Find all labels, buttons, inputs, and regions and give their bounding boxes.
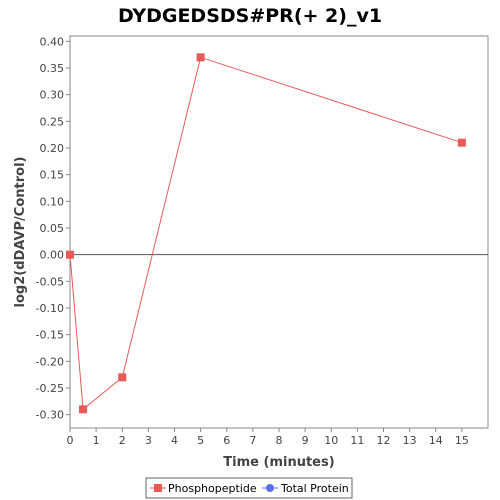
y-tick-label: 0.00 [40, 249, 65, 262]
y-tick-label: 0.35 [40, 62, 65, 75]
y-tick-label: -0.05 [36, 275, 64, 288]
series-layer [66, 53, 466, 414]
y-tick-label: 0.15 [40, 169, 65, 182]
x-tick-label: 5 [197, 434, 204, 447]
y-tick-label: 0.40 [40, 35, 65, 48]
chart-title: DYDGEDSDS#PR(+ 2)_v1 [118, 5, 382, 27]
y-tick-label: -0.10 [36, 302, 64, 315]
x-tick-label: 13 [403, 434, 417, 447]
y-tick-label: 0.25 [40, 115, 65, 128]
legend-frame [145, 477, 353, 499]
legend-total-protein-label: Total Protein [280, 482, 349, 495]
x-tick-label: 0 [67, 434, 74, 447]
y-tick-label: 0.30 [40, 89, 65, 102]
plot-area [69, 35, 489, 429]
y-tick-label: -0.25 [36, 382, 64, 395]
x-tick-label: 2 [119, 434, 126, 447]
legend-total-protein-marker [266, 484, 274, 492]
x-tick-label: 3 [145, 434, 152, 447]
x-tick-label: 6 [223, 434, 230, 447]
y-tick-label: -0.15 [36, 329, 64, 342]
x-tick-label: 8 [276, 434, 283, 447]
x-tick-label: 4 [171, 434, 178, 447]
y-tick-label: -0.20 [36, 355, 64, 368]
x-tick-label: 9 [302, 434, 309, 447]
legend: Phosphopeptide Total Protein [145, 477, 353, 499]
x-tick-label: 10 [324, 434, 338, 447]
x-tick-label: 1 [93, 434, 100, 447]
x-axis-label: Time (minutes) [223, 455, 334, 470]
data-point-phosphopeptide [457, 138, 466, 147]
x-tick-label: 15 [455, 434, 469, 447]
y-tick-label: -0.30 [36, 409, 64, 422]
x-tick-label: 11 [350, 434, 364, 447]
data-point-phosphopeptide [118, 373, 127, 382]
x-tick-label: 7 [249, 434, 256, 447]
data-point-phosphopeptide [79, 405, 88, 414]
y-tick-label: 0.20 [40, 142, 65, 155]
x-tick-label: 12 [377, 434, 391, 447]
x-tick-label: 14 [429, 434, 443, 447]
y-tick-label: 0.05 [40, 222, 65, 235]
data-point-phosphopeptide [196, 53, 205, 62]
legend-phosphopeptide-label: Phosphopeptide [168, 482, 257, 495]
x-axis: 0 1 2 3 4 5 6 7 8 9 10 11 12 13 14 15 [67, 428, 469, 447]
legend-phosphopeptide-marker [154, 484, 162, 492]
y-axis-label: log2(dDAVP/Control) [13, 157, 28, 308]
y-tick-label: 0.10 [40, 195, 65, 208]
data-point-phosphopeptide [66, 250, 74, 259]
y-axis: -0.30 -0.25 -0.20 -0.15 -0.10 -0.05 0.00 0.05 0.… [36, 35, 70, 422]
